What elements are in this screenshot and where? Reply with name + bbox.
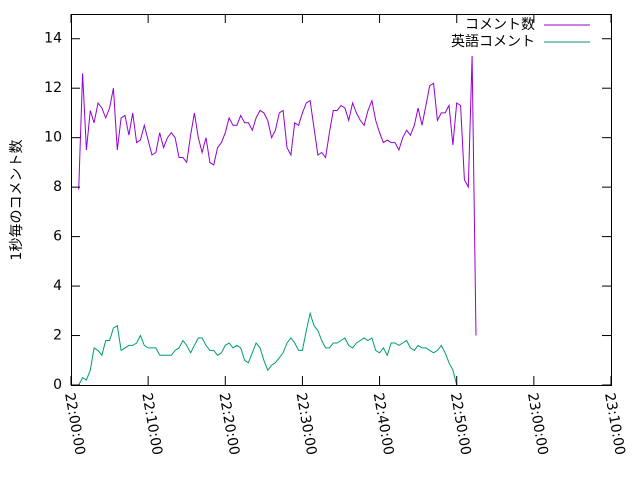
x-tick-label: 22:10:00 xyxy=(138,392,165,457)
x-tick-label: 23:00:00 xyxy=(524,392,551,457)
y-axis: 0 2 4 6 8 10 12 14 xyxy=(44,31,611,393)
x-axis: 22:00:00 22:10:00 22:20:00 22:30:00 22:40:00… xyxy=(61,14,628,456)
x-tick-label: 23:10:00 xyxy=(601,392,628,457)
y-tick-label: 6 xyxy=(53,229,62,245)
legend-label: コメント数 xyxy=(465,17,535,33)
y-tick-label: 2 xyxy=(53,328,62,344)
x-tick-label: 22:30:00 xyxy=(293,392,320,457)
x-tick-label: 22:50:00 xyxy=(447,392,474,457)
y-tick-label: 10 xyxy=(44,130,62,146)
series-line-2 xyxy=(78,311,458,386)
y-tick-label: 4 xyxy=(53,278,62,294)
plot-lines xyxy=(78,55,477,386)
y-tick-label: 12 xyxy=(44,80,62,96)
legend-label: 英語コメント xyxy=(451,33,535,50)
x-tick-label: 22:20:00 xyxy=(215,392,242,457)
y-axis-label: 1秒毎のコメント数 xyxy=(9,140,25,261)
y-tick-label: 0 xyxy=(53,377,62,393)
series-line-1 xyxy=(78,55,477,336)
x-tick-label: 22:40:00 xyxy=(370,392,397,457)
y-tick-label: 14 xyxy=(44,31,62,47)
plot-frame xyxy=(71,14,612,386)
y-tick-label: 8 xyxy=(53,179,62,195)
x-tick-label: 22:00:00 xyxy=(61,392,88,457)
